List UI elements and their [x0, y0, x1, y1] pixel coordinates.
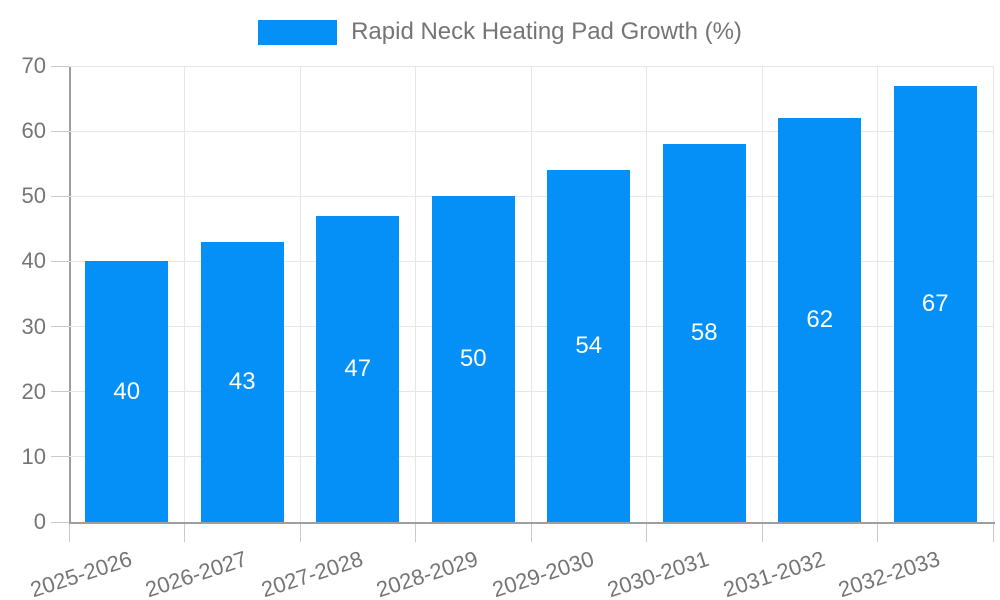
y-axis-tick [51, 130, 69, 132]
x-gridline [877, 66, 878, 522]
y-axis-tick-label: 50 [21, 183, 46, 209]
y-axis-tick-label: 30 [21, 313, 46, 339]
x-gridline [761, 66, 763, 522]
x-gridline [530, 66, 532, 522]
bar-value-label: 50 [459, 345, 487, 373]
bar-2025-2026[interactable] [85, 261, 169, 522]
y-axis-tick [51, 456, 69, 458]
legend-swatch[interactable] [258, 19, 338, 45]
x-gridline [184, 66, 185, 522]
x-gridline [992, 66, 994, 522]
legend-series-label: Rapid Neck Heating Pad Growth (%) [351, 18, 742, 45]
bar-value-label: 54 [575, 332, 603, 360]
bar-2032-2033[interactable] [893, 85, 977, 522]
x-axis-category-label: 2030-2031 [604, 546, 712, 600]
x-axis-tick [68, 524, 70, 542]
x-axis-category-label: 2031-2032 [719, 546, 828, 600]
x-axis-category-label: 2028-2029 [373, 546, 481, 600]
y-axis-tick [51, 326, 69, 328]
y-axis-tick-label: 60 [21, 118, 46, 144]
y-axis-tick-label: 20 [21, 378, 46, 404]
bar-2031-2032[interactable] [778, 118, 862, 522]
x-axis-category-label: 2026-2027 [142, 546, 250, 600]
x-axis-category-label: 2027-2028 [257, 546, 366, 600]
bar-2030-2031[interactable] [662, 144, 746, 522]
bar-value-label: 47 [344, 354, 372, 382]
bar-value-label: 58 [690, 319, 718, 347]
bar-value-label: 40 [113, 377, 141, 405]
x-axis-tick [184, 524, 185, 542]
x-axis-category-label: 2032-2033 [835, 546, 943, 600]
y-axis-tick [51, 65, 69, 67]
y-axis-tick [51, 195, 69, 197]
bar-value-label: 62 [806, 306, 834, 334]
y-axis-tick [51, 391, 69, 393]
x-axis-tick [415, 524, 416, 542]
y-axis-tick [51, 521, 69, 523]
x-axis-tick [761, 524, 763, 542]
bar-2028-2029[interactable] [431, 196, 515, 522]
legend[interactable]: Rapid Neck Heating Pad Growth (%) [0, 18, 1000, 46]
x-gridline [299, 66, 301, 522]
x-gridline [415, 66, 416, 522]
y-axis-tick [51, 260, 69, 262]
bar-2026-2027[interactable] [200, 241, 284, 522]
x-axis-tick [299, 524, 301, 542]
x-gridline [646, 66, 647, 522]
x-axis-category-label: 2029-2030 [488, 546, 597, 600]
y-axis-tick-label: 0 [33, 509, 46, 534]
bar-2027-2028[interactable] [316, 215, 400, 522]
bar-value-label: 67 [921, 289, 949, 317]
y-axis-tick-label: 10 [21, 443, 46, 469]
plot-area [69, 66, 995, 524]
x-axis-tick [646, 524, 647, 542]
bar-2029-2030[interactable] [547, 170, 631, 522]
bar-value-label: 43 [228, 367, 256, 395]
x-axis-category-label: 2025-2026 [26, 546, 135, 600]
x-axis-tick [877, 524, 878, 542]
x-axis-tick [992, 524, 994, 542]
y-axis-tick-label: 70 [21, 53, 46, 78]
x-axis-tick [530, 524, 532, 542]
y-axis-tick-label: 40 [21, 248, 46, 274]
